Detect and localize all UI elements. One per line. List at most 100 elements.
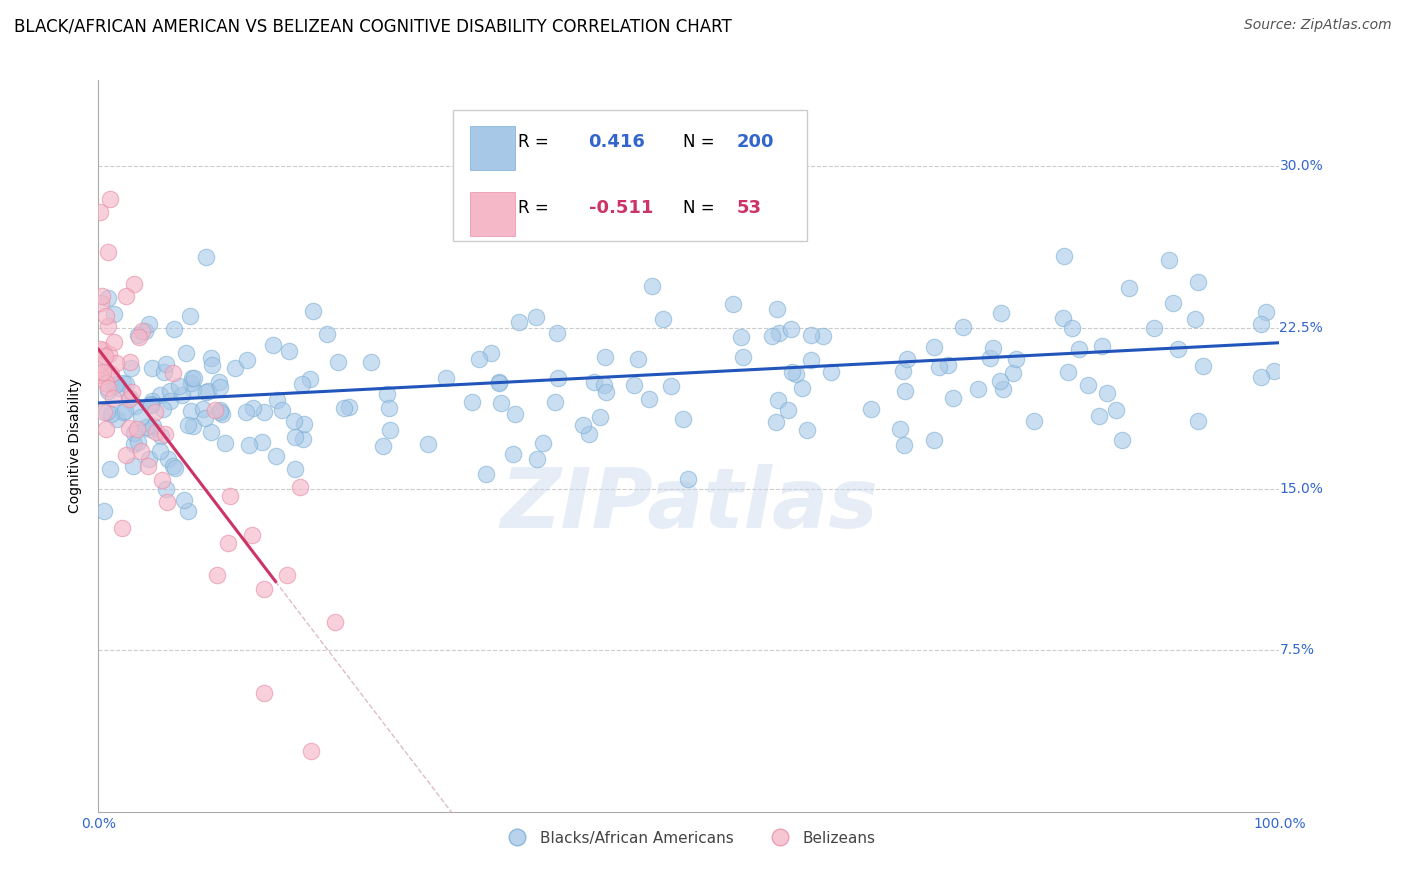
Point xyxy=(721,297,744,311)
Point xyxy=(143,405,166,419)
Point xyxy=(135,419,157,434)
Point xyxy=(141,393,163,408)
Point xyxy=(159,393,181,408)
Point xyxy=(180,376,202,390)
Point xyxy=(94,349,117,363)
Point xyxy=(1002,366,1025,380)
Point xyxy=(436,370,458,384)
Text: N =: N = xyxy=(683,199,720,218)
Point xyxy=(731,350,754,364)
Point xyxy=(100,368,122,382)
Point xyxy=(162,459,184,474)
Point xyxy=(790,381,813,395)
Point xyxy=(266,392,288,407)
Point xyxy=(120,361,142,376)
Point xyxy=(461,395,484,409)
Point xyxy=(1184,312,1206,326)
Point xyxy=(180,404,202,418)
Point xyxy=(893,364,915,378)
Point xyxy=(1060,320,1083,334)
Point xyxy=(93,405,115,419)
Point xyxy=(97,347,120,361)
Point xyxy=(115,289,138,303)
Point xyxy=(124,425,146,440)
Text: BLACK/AFRICAN AMERICAN VS BELIZEAN COGNITIVE DISABILITY CORRELATION CHART: BLACK/AFRICAN AMERICAN VS BELIZEAN COGNI… xyxy=(14,18,731,36)
Point xyxy=(488,376,510,390)
Point xyxy=(284,430,307,444)
Point xyxy=(1187,275,1209,289)
Point xyxy=(94,310,117,324)
Point xyxy=(93,503,115,517)
Point xyxy=(155,357,177,371)
Point xyxy=(942,391,965,405)
Point xyxy=(200,425,222,440)
Point xyxy=(811,329,834,343)
Point xyxy=(91,366,114,380)
Point xyxy=(96,422,118,436)
Point xyxy=(149,443,172,458)
Text: ZIPatlas: ZIPatlas xyxy=(501,464,877,545)
Point xyxy=(235,405,257,419)
Point xyxy=(89,204,111,219)
Point xyxy=(180,370,202,384)
Point xyxy=(375,387,398,401)
Point xyxy=(127,434,149,449)
Point xyxy=(131,324,153,338)
Point xyxy=(766,301,789,316)
Point xyxy=(91,343,114,358)
Point xyxy=(115,448,138,462)
Point xyxy=(173,493,195,508)
Point xyxy=(163,322,186,336)
Point xyxy=(531,436,554,450)
Bar xyxy=(471,192,516,235)
Point xyxy=(253,686,276,700)
Point xyxy=(111,405,134,419)
Point xyxy=(138,452,160,467)
Point xyxy=(97,245,120,260)
Point xyxy=(546,326,568,340)
Point xyxy=(761,329,783,343)
Point xyxy=(240,528,263,542)
Point xyxy=(638,392,661,407)
Point xyxy=(1077,377,1099,392)
Point xyxy=(262,338,284,352)
Point xyxy=(195,384,218,399)
Point xyxy=(894,384,917,398)
Point xyxy=(96,291,118,305)
Point xyxy=(1052,310,1074,325)
Point xyxy=(218,489,240,503)
Point xyxy=(271,403,294,417)
Point xyxy=(197,384,219,398)
Point xyxy=(284,461,307,475)
Point xyxy=(1022,413,1045,427)
Point xyxy=(1005,352,1028,367)
Point xyxy=(152,402,174,417)
Point xyxy=(207,376,229,390)
Point xyxy=(170,388,193,402)
Point xyxy=(96,366,118,380)
Point xyxy=(474,467,496,482)
Point xyxy=(502,447,524,461)
Point xyxy=(380,423,402,437)
Point xyxy=(253,582,276,596)
Text: 22.5%: 22.5% xyxy=(1279,321,1323,334)
Point xyxy=(547,371,569,385)
Point xyxy=(253,404,276,418)
Point xyxy=(1167,343,1189,357)
Point xyxy=(922,340,945,354)
Point xyxy=(820,365,842,379)
Point xyxy=(952,319,974,334)
Point xyxy=(179,309,201,323)
Point xyxy=(205,567,228,582)
Point xyxy=(299,744,322,758)
Point xyxy=(195,251,218,265)
Bar xyxy=(471,126,516,169)
Point xyxy=(768,326,790,340)
Point xyxy=(468,351,491,366)
Text: 0.416: 0.416 xyxy=(589,134,645,152)
Point xyxy=(97,318,120,333)
Point xyxy=(571,417,593,432)
Point xyxy=(582,375,605,389)
Point xyxy=(730,330,752,344)
Point xyxy=(90,295,112,310)
